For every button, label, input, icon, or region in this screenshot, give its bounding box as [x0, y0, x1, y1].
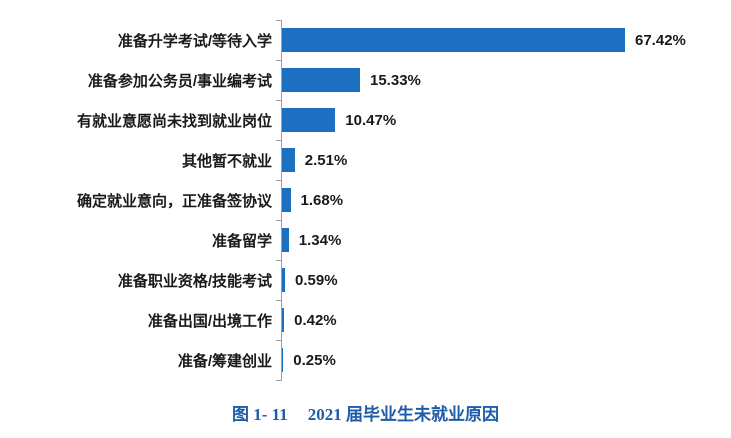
value-label: 67.42%	[635, 31, 686, 49]
figure-title: 2021 届毕业生未就业原因	[307, 405, 499, 424]
value-label: 0.59%	[295, 271, 338, 289]
bar	[282, 188, 291, 212]
bar	[282, 228, 289, 252]
category-label: 确定就业意向，正准备签协议	[76, 192, 272, 210]
bar	[282, 148, 295, 172]
value-label: 2.51%	[304, 151, 348, 169]
category-label: 准备参加公务员/事业编考试	[87, 72, 272, 90]
axis-tick	[276, 140, 282, 141]
axis-tick	[276, 180, 282, 181]
bar-area: 1.34%	[282, 228, 341, 252]
value-label: 10.47%	[345, 111, 397, 129]
bar-area: 10.47%	[282, 108, 396, 132]
category-label: 准备职业资格/技能考试	[117, 272, 272, 290]
chart-rows: 准备升学考试/等待入学 67.42% 准备参加公务员/事业编考试 15.33% …	[0, 20, 731, 380]
category-label: 准备留学	[211, 232, 272, 250]
axis-tick	[276, 100, 282, 101]
category-label: 准备/筹建创业	[177, 352, 272, 370]
bar	[282, 348, 284, 372]
bar-row: 有就业意愿尚未找到就业岗位 10.47%	[0, 100, 731, 140]
bar-area: 15.33%	[282, 68, 421, 92]
bar-area: 0.25%	[282, 348, 336, 372]
bar-row: 准备留学 1.34%	[0, 220, 731, 260]
category-label: 准备出国/出境工作	[147, 312, 272, 330]
bar-row: 准备/筹建创业 0.25%	[0, 340, 731, 380]
category-label: 其他暂不就业	[181, 152, 272, 170]
bar-area: 2.51%	[282, 148, 347, 172]
axis-tick	[276, 260, 282, 261]
bar-row: 确定就业意向，正准备签协议 1.68%	[0, 180, 731, 220]
category-label: 有就业意愿尚未找到就业岗位	[76, 112, 272, 130]
bar	[282, 108, 336, 132]
bar-area: 1.68%	[282, 188, 343, 212]
axis-tick	[276, 220, 282, 221]
value-label: 1.68%	[300, 191, 344, 209]
category-label: 准备升学考试/等待入学	[117, 32, 272, 50]
value-label: 15.33%	[370, 71, 421, 89]
figure-number: 图 1- 11	[232, 405, 288, 424]
value-label: 0.42%	[294, 311, 337, 329]
figure-caption: 图 1- 11 2021 届毕业生未就业原因	[0, 400, 731, 425]
axis-tick	[276, 380, 282, 381]
bar-area: 0.59%	[282, 268, 338, 292]
bar	[282, 268, 285, 292]
bar-row: 准备升学考试/等待入学 67.42%	[0, 20, 731, 60]
axis-tick	[276, 300, 282, 301]
bar-row: 准备参加公务员/事业编考试 15.33%	[0, 60, 731, 100]
bar-row: 其他暂不就业 2.51%	[0, 140, 731, 180]
value-label: 1.34%	[298, 231, 342, 249]
bar-area: 0.42%	[282, 308, 337, 332]
y-axis-line	[281, 20, 282, 381]
bar-row: 准备出国/出境工作 0.42%	[0, 300, 731, 340]
bar	[282, 28, 625, 52]
axis-tick	[276, 20, 282, 21]
bar	[282, 308, 285, 332]
bar-row: 准备职业资格/技能考试 0.59%	[0, 260, 731, 300]
bar-area: 67.42%	[282, 28, 686, 52]
value-label: 0.25%	[293, 351, 336, 369]
axis-tick	[276, 60, 282, 61]
axis-tick	[276, 340, 282, 341]
bar	[282, 68, 360, 92]
